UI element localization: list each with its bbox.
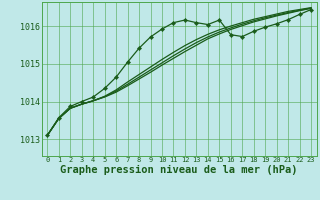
X-axis label: Graphe pression niveau de la mer (hPa): Graphe pression niveau de la mer (hPa) <box>60 165 298 175</box>
